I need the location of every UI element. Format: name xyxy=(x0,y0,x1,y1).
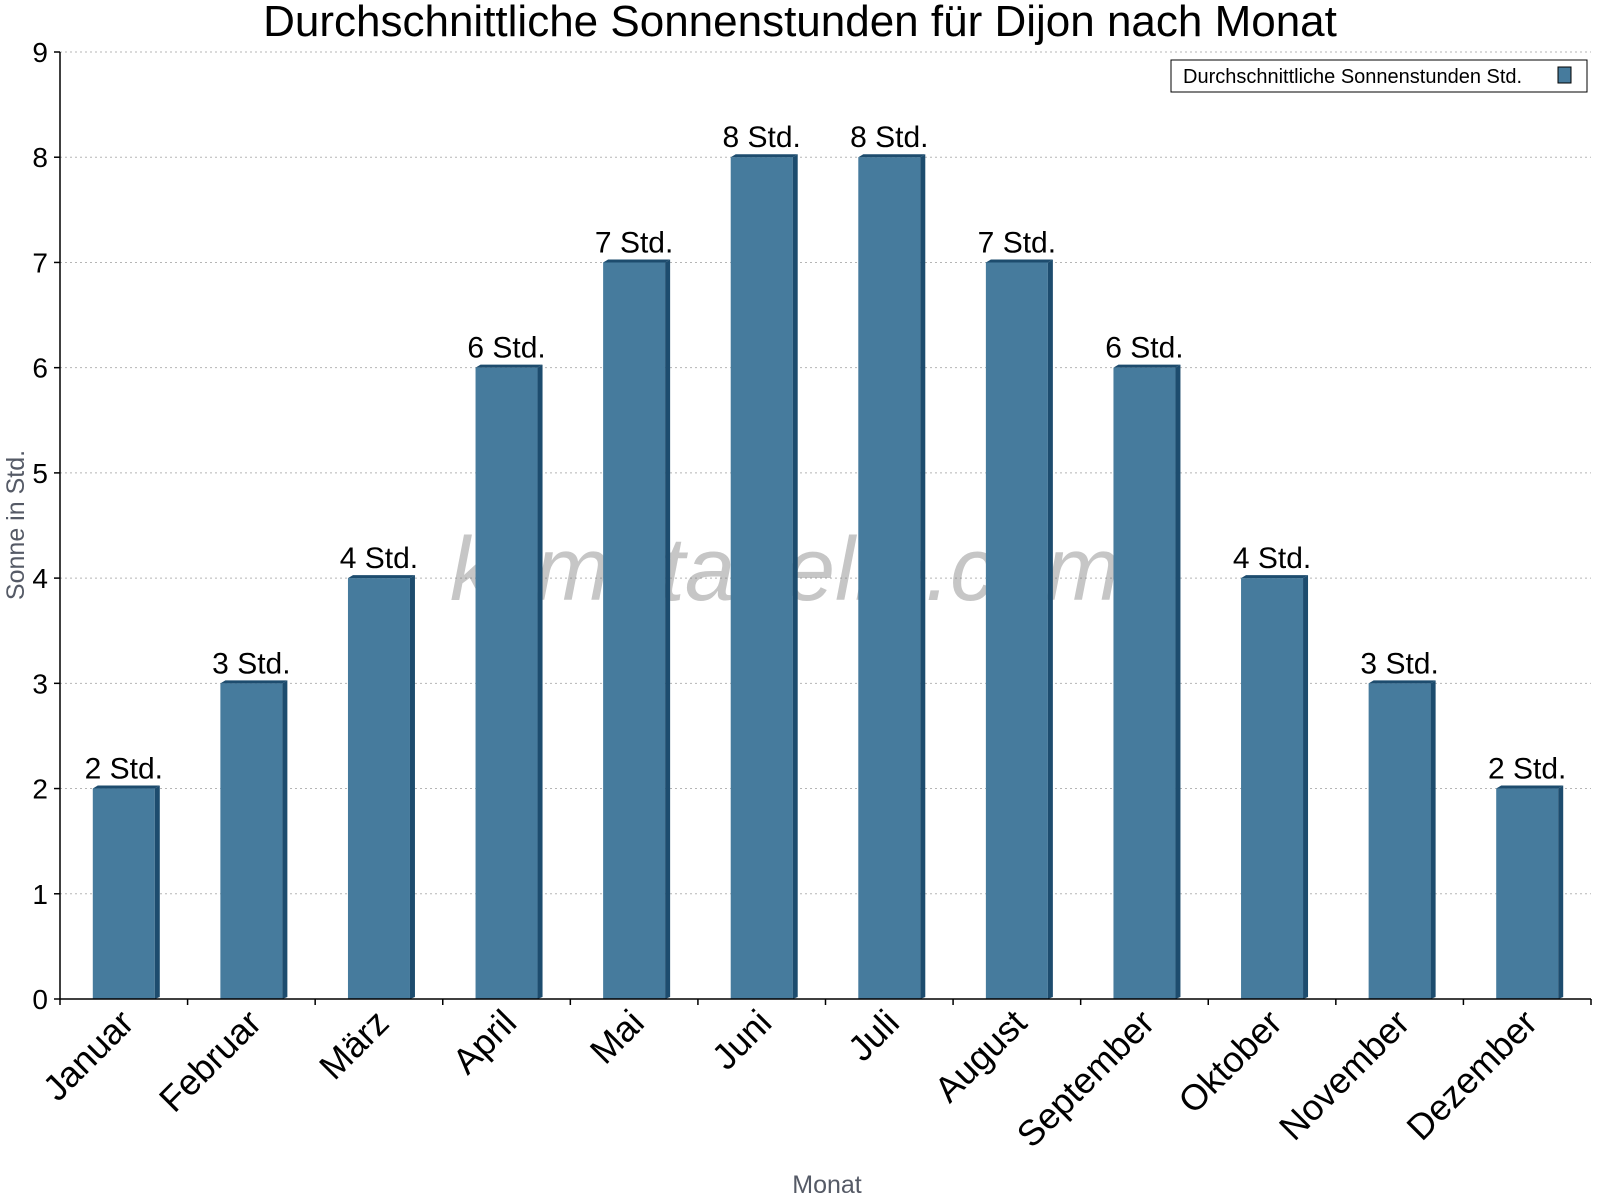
chart-title: Durchschnittliche Sonnenstunden für Dijo… xyxy=(263,0,1337,46)
bar-top xyxy=(92,785,160,789)
y-axis-ticks: 0 1 2 3 4 5 6 7 8 9 xyxy=(32,37,60,1015)
bar-series: 2 Std. 3 Std. 4 Std. 6 Std. 7 Std. 8 Std. 8 St… xyxy=(85,121,1566,1000)
y-tick-label: 8 xyxy=(32,142,48,173)
legend-label: Durchschnittliche Sonnenstunden Std. xyxy=(1183,66,1522,88)
bar-side xyxy=(920,154,926,999)
bar-group: 3 Std. xyxy=(1360,647,1439,999)
bar-side xyxy=(154,785,160,999)
bar-group: 6 Std. xyxy=(1105,332,1184,1000)
data-label: 6 Std. xyxy=(1105,332,1183,365)
x-tick-label: Mai xyxy=(582,1002,652,1072)
bar-side xyxy=(1430,680,1436,999)
bar-side xyxy=(409,575,415,999)
y-tick-label: 4 xyxy=(32,563,48,594)
bar-group: 4 Std. xyxy=(340,542,418,999)
bar-group: 2 Std. xyxy=(85,753,163,999)
bar-top xyxy=(730,154,798,158)
data-label: 7 Std. xyxy=(978,226,1056,259)
bar-top xyxy=(603,259,671,263)
bar-side xyxy=(1047,259,1053,999)
data-label: 6 Std. xyxy=(467,332,545,365)
y-tick-label: 2 xyxy=(32,774,48,805)
data-label: 3 Std. xyxy=(1360,647,1438,680)
y-axis-title: Sonne in Std. xyxy=(2,450,30,600)
bar-side xyxy=(537,364,543,1000)
x-tick-label: März xyxy=(311,1002,397,1088)
x-tick-label: Februar xyxy=(151,1002,269,1120)
x-tick-label: Januar xyxy=(35,1002,142,1109)
bar-top xyxy=(475,364,543,368)
data-label: 4 Std. xyxy=(340,542,418,575)
bar xyxy=(1368,683,1431,999)
x-tick-label: November xyxy=(1271,1002,1417,1148)
x-tick-label: Juni xyxy=(704,1002,780,1078)
bar-top xyxy=(1113,364,1181,368)
grid-lines xyxy=(60,51,1591,895)
x-tick-label: April xyxy=(444,1002,524,1082)
bar xyxy=(730,157,793,999)
data-label: 8 Std. xyxy=(723,121,801,154)
y-tick-label: 3 xyxy=(32,668,48,699)
bar xyxy=(603,262,666,999)
x-tick-label: Juli xyxy=(840,1002,907,1069)
bar-top xyxy=(220,680,288,684)
bar-group: 6 Std. xyxy=(467,332,546,1000)
bar-group: 8 Std. xyxy=(723,121,801,999)
y-tick-label: 5 xyxy=(32,458,48,489)
legend-box xyxy=(1170,59,1588,93)
bar xyxy=(1241,578,1304,999)
y-tick-label: 7 xyxy=(32,247,48,278)
bar xyxy=(92,788,155,999)
data-label: 2 Std. xyxy=(1488,753,1566,786)
legend: Durchschnittliche Sonnenstunden Std. xyxy=(1170,59,1588,93)
bar xyxy=(475,367,538,1000)
bar-top xyxy=(1241,575,1309,579)
data-label: 8 Std. xyxy=(850,121,928,154)
bar-side xyxy=(1303,575,1309,999)
y-tick-label: 0 xyxy=(32,984,48,1015)
x-tick-label: Oktober xyxy=(1170,1002,1290,1122)
bar-side xyxy=(1175,364,1181,1000)
bar-side xyxy=(665,259,671,999)
bar-side xyxy=(282,680,288,999)
bar-group: 2 Std. xyxy=(1488,753,1566,999)
data-label: 7 Std. xyxy=(595,226,673,259)
data-label: 2 Std. xyxy=(85,753,163,786)
bar-top xyxy=(1368,680,1436,684)
x-tick-label: September xyxy=(1009,1002,1163,1156)
x-tick-label: August xyxy=(926,1002,1034,1110)
x-axis-title: Monat xyxy=(792,1171,862,1199)
bar xyxy=(985,262,1048,999)
bar-top xyxy=(347,575,415,579)
bar-group: 7 Std. xyxy=(978,226,1056,999)
bar-group: 4 Std. xyxy=(1233,542,1311,999)
data-label: 4 Std. xyxy=(1233,542,1311,575)
bar-top xyxy=(858,154,926,158)
bar xyxy=(1113,367,1176,1000)
y-tick-label: 6 xyxy=(32,353,48,384)
bar-group: 3 Std. xyxy=(212,647,291,999)
bar-top xyxy=(1496,785,1564,789)
legend-swatch xyxy=(1557,66,1572,84)
bar-group: 8 Std. xyxy=(850,121,928,999)
bar xyxy=(347,578,410,999)
bar xyxy=(1496,788,1559,999)
x-axis-ticks: Januar Februar März April Mai Juni Juli AugustS… xyxy=(35,999,1592,1156)
bar-top xyxy=(985,259,1053,263)
y-tick-label: 9 xyxy=(32,37,48,68)
bar-side xyxy=(792,154,798,999)
y-tick-label: 1 xyxy=(32,879,48,910)
bar-group: 7 Std. xyxy=(595,226,673,999)
x-tick-label: Dezember xyxy=(1398,1002,1544,1148)
bar xyxy=(858,157,921,999)
data-label: 3 Std. xyxy=(212,647,290,680)
bar-side xyxy=(1558,785,1564,999)
bar xyxy=(220,683,283,999)
